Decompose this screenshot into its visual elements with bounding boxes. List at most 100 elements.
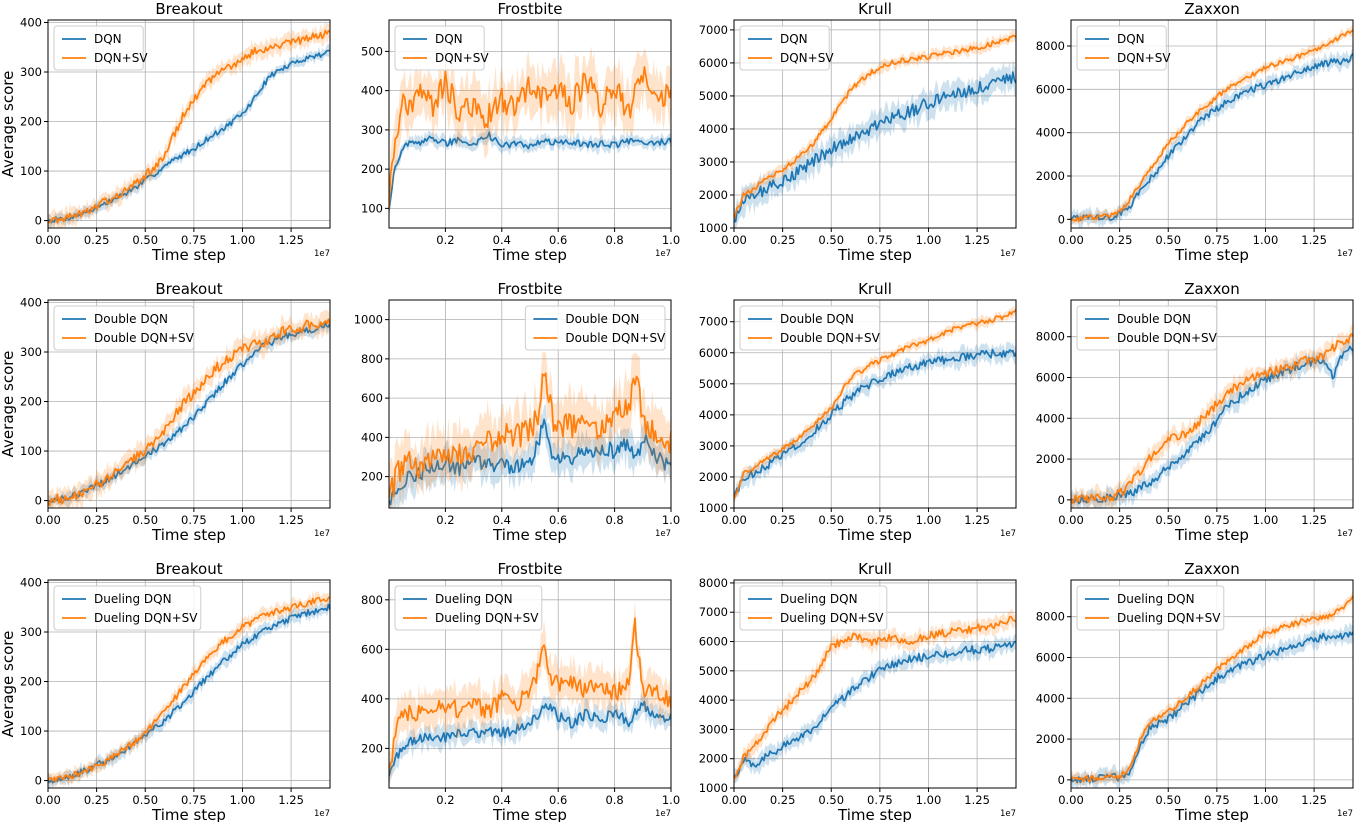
series-band-sv [734,28,1016,223]
plot-frame [733,579,1017,789]
y-tick-label: 5000 [699,89,728,103]
series-band-base [1071,47,1353,228]
x-tick-label: 0.50 [1155,793,1181,807]
y-tick-label: 5000 [699,664,728,678]
plot-area [389,351,671,508]
x-tick-label: 0.75 [1204,793,1230,807]
legend-label-base: DQN [1117,32,1145,46]
legend: Double DQN Double DQN+SV [739,305,881,351]
y-tick-label: 300 [20,65,42,79]
y-tick-label: 0 [1058,773,1065,787]
legend-frame [394,585,543,631]
x-tick-label: 1.00 [1253,233,1279,247]
y-tick-label: 4000 [1036,411,1065,425]
y-tick-label: 4000 [699,122,728,136]
y-tick-label: 0 [35,774,42,788]
plot-area [389,45,671,228]
plot-frame [47,299,331,509]
x-tick-label: 0.50 [1155,513,1181,527]
series-line-sv [48,29,330,224]
subplot-title: Frostbite [497,280,562,298]
subplot-3-2: 0.2 0.4 0.6 0.8 1.0 200 400 600 800 Frostbite Time… [361,560,680,822]
x-tick-label: 0.00 [35,513,61,527]
y-tick-label: 1000 [354,313,383,327]
x-tick-label: 0.6 [549,793,567,807]
series-line-base [1071,53,1353,222]
x-tick-label: 1.25 [1301,793,1327,807]
y-tick-label: 400 [20,295,42,309]
x-tick-label: 0.25 [770,233,796,247]
y-tick-label: 7000 [699,23,728,37]
x-scale-label: 1e7 [1000,529,1016,539]
plot-area [734,28,1016,228]
y-tick-label: 6000 [699,56,728,70]
series-band-sv [1071,324,1353,508]
y-tick-label: 5000 [699,377,728,391]
y-tick-label: 800 [361,352,383,366]
x-tick-label: 0.75 [1204,513,1230,527]
y-tick-label: 1000 [699,221,728,235]
x-tick-label: 0.6 [549,513,567,527]
legend: Dueling DQN Dueling DQN+SV [394,585,543,631]
x-scale-label: 1e7 [1000,809,1016,819]
x-scale-label: 1e7 [1337,809,1353,819]
y-tick-label: 200 [20,115,42,129]
y-tick-label: 300 [20,345,42,359]
series-line-sv [1071,29,1353,222]
series-band-base [734,634,1016,786]
plot-frame [388,299,672,509]
x-axis-label: Time step [837,806,912,822]
series-line-base [48,49,330,224]
y-tick-label: 6000 [699,346,728,360]
x-tick-label: 0.75 [1204,233,1230,247]
subplot-2-3: 0.00 0.25 0.50 0.75 1.00 1.25 1000 2000 3000 4000… [699,280,1017,544]
series-line-sv [734,309,1016,499]
subplot-title: Breakout [155,560,222,578]
subplot-3-3: 0.00 0.25 0.50 0.75 1.00 1.25 1000 2000 3000 4000… [699,560,1017,822]
y-tick-label: 400 [361,84,383,98]
x-tick-label: 0.00 [721,793,747,807]
x-tick-label: 1.00 [230,233,256,247]
y-tick-label: 1000 [699,501,728,515]
legend-label-base: Double DQN [94,312,168,326]
x-tick-label: 0.50 [1155,233,1181,247]
y-tick-label: 300 [361,123,383,137]
legend-label-base: Double DQN [1117,312,1191,326]
y-tick-label: 300 [20,625,42,639]
y-tick-label: 6000 [1036,370,1065,384]
x-tick-label: 1.00 [230,513,256,527]
subplot-title: Breakout [155,280,222,298]
subplot-1-1: 0.00 0.25 0.50 0.75 1.00 1.25 0 100 200 300 400 Bre… [20,0,331,264]
y-tick-label: 400 [20,575,42,589]
x-tick-label: 0.50 [132,793,158,807]
y-tick-label: 3000 [699,722,728,736]
y-tick-label: 6000 [1036,82,1065,96]
x-tick-label: 1.25 [278,513,304,527]
plot-area [1071,324,1353,508]
x-tick-label: 0.25 [770,513,796,527]
x-tick-label: 1.00 [1253,513,1279,527]
plot-area [48,22,330,228]
legend-label-sv: Dueling DQN+SV [1117,611,1221,625]
y-tick-label: 2000 [1036,732,1065,746]
y-tick-label: 2000 [699,188,728,202]
x-tick-label: 0.00 [721,513,747,527]
x-axis-label: Time step [151,246,226,264]
plot-frame [388,19,672,229]
y-tick-label: 4000 [699,408,728,422]
subplot-title: Frostbite [497,0,562,18]
plot-frame [47,19,331,229]
legend: DQN DQN+SV [394,25,489,71]
legend: Double DQN Double DQN+SV [524,305,666,351]
series-band-sv [389,45,671,228]
legend: DQN DQN+SV [739,25,834,71]
series-line-sv [48,318,330,507]
plot-frame [1070,579,1354,789]
row-1-ylabel: Average score [0,71,17,178]
legend: Dueling DQN Dueling DQN+SV [739,585,888,631]
plot-area [1071,590,1353,788]
subplot-title: Zaxxon [1184,0,1239,18]
x-scale-label: 1e7 [655,249,671,259]
y-tick-label: 200 [361,162,383,176]
x-tick-label: 1.25 [1301,513,1327,527]
